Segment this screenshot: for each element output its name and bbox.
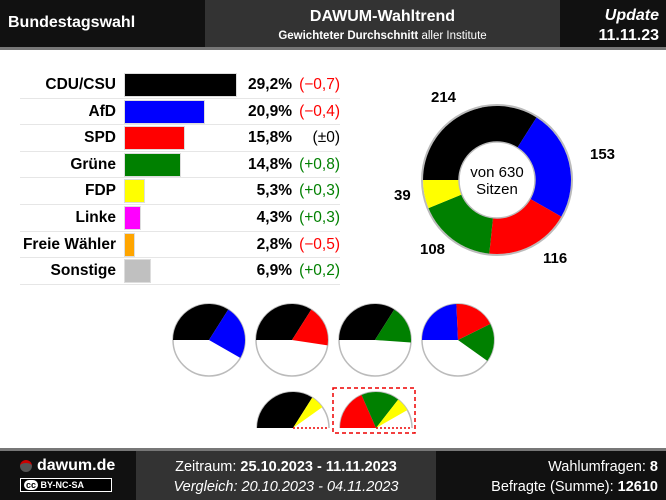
update-date: 11.11.23 (598, 27, 659, 44)
coalition-highlight-box (332, 387, 416, 434)
cc-icon: cc (24, 480, 39, 490)
bar (124, 152, 182, 177)
subtitle-rest: aller Institute (418, 30, 487, 42)
bar-row: Sonstige 6,9% (+0,2) (20, 258, 340, 285)
coalition-slice (422, 304, 458, 340)
dawum-logo[interactable]: dawum.de (20, 457, 120, 475)
footer-stats: Wahlumfragen: 8 Befragte (Summe): 12610 (491, 457, 658, 497)
party-label: Linke (75, 209, 116, 226)
bar-row: SPD 15,8% (±0) (20, 125, 340, 152)
bar-row: Freie Wähler 2,8% (−0,5) (20, 232, 340, 259)
value-label: 15,8% (248, 129, 292, 147)
polls-count: 8 (649, 459, 658, 475)
site-link[interactable]: dawum.de (37, 457, 116, 474)
party-label: Sonstige (50, 262, 116, 280)
seat-unit: Sitzen (476, 181, 518, 198)
license-badge[interactable]: cc BY-NC-SA (20, 478, 112, 492)
coalition-slice (293, 397, 323, 428)
seat-label-spd: 116 (543, 250, 568, 267)
header-center: DAWUM-Wahltrend Gewichteter Durchschnitt… (205, 0, 560, 47)
bar-row: FDP 5,3% (+0,3) (20, 178, 340, 205)
change-label: (+0,3) (299, 209, 340, 226)
seat-donut-hole (458, 141, 536, 219)
respondents-count: 12610 (617, 479, 658, 495)
header: Bundestagswahl DAWUM-Wahltrend Gewichtet… (0, 0, 666, 50)
subtitle: Gewichteter Durchschnitt aller Institute (205, 30, 560, 42)
compare-period: Vergleich: 20.10.2023 - 04.11.2023 (173, 479, 399, 495)
bar-row: AfD 20,9% (−0,4) (20, 99, 340, 126)
bar (124, 126, 186, 151)
subtitle-bold: Gewichteter Durchschnitt (278, 30, 419, 42)
update-label: Update (604, 7, 659, 24)
coalition-slice (456, 304, 491, 340)
value-label: 14,8% (248, 155, 292, 173)
bar (124, 73, 237, 97)
bar-row: Grüne 14,8% (+0,8) (20, 152, 340, 179)
bar (124, 179, 145, 204)
party-label: Grüne (70, 155, 116, 173)
change-label: (+0,2) (299, 262, 340, 280)
value-label: 6,9% (256, 262, 292, 280)
seat-label-fdp: 39 (394, 187, 411, 204)
party-label: SPD (84, 129, 116, 147)
party-label: CDU/CSU (45, 76, 116, 93)
seat-label-gruene: 108 (420, 241, 446, 258)
footer: dawum.de cc BY-NC-SA Zeitraum: 25.10.202… (0, 448, 666, 500)
change-label: (+0,8) (299, 155, 340, 173)
value-label: 20,9% (248, 102, 292, 120)
change-label: (−0,5) (299, 235, 340, 253)
logo-icon (20, 460, 32, 472)
coalition-slice (339, 304, 395, 340)
footer-brand: dawum.de cc BY-NC-SA (20, 457, 120, 493)
party-label: AfD (88, 102, 116, 120)
seat-label-cdu: 214 (431, 89, 457, 106)
coalition-slice (256, 304, 312, 340)
seat-label-afd: 153 (590, 146, 616, 163)
seat-slice (497, 117, 571, 217)
change-label: (±0) (312, 129, 340, 147)
party-label: FDP (85, 182, 116, 200)
value-label: 29,2% (248, 76, 292, 93)
update-info: Update 11.11.23 (598, 6, 659, 46)
change-label: (−0,4) (299, 102, 340, 120)
bar (124, 99, 205, 124)
coalition-slice (458, 324, 494, 361)
coalition-slice (376, 399, 408, 428)
bar (124, 259, 151, 284)
period-label: Zeitraum: (175, 459, 241, 475)
change-label: (+0,3) (299, 182, 340, 200)
polls-label: Wahlumfragen: (548, 459, 650, 475)
coalition-slice (361, 392, 399, 428)
license-text: BY-NC-SA (40, 480, 85, 490)
party-label: Freie Wähler (22, 235, 116, 253)
coalition-slice (257, 392, 313, 428)
coalition-slice (173, 304, 229, 340)
seat-total: von 630 (470, 164, 524, 181)
election-title: Bundestagswahl (8, 14, 136, 31)
coalition-slice (209, 309, 245, 358)
change-label: (−0,7) (299, 76, 340, 93)
value-label: 2,8% (256, 235, 292, 253)
bar (124, 232, 135, 257)
respondents-label: Befragte (Summe): (491, 479, 618, 495)
seat-center-label: von 630 Sitzen (460, 164, 534, 198)
coalition-slice (292, 309, 328, 346)
page-title: DAWUM-Wahltrend (309, 8, 456, 25)
value-label: 4,3% (256, 209, 292, 226)
coalition-slice (340, 395, 376, 428)
bar-row: Linke 4,3% (+0,3) (20, 205, 340, 232)
bar-row: CDU/CSU 29,2% (−0,7) (20, 72, 340, 99)
period-value: 25.10.2023 - 11.11.2023 (240, 459, 397, 475)
bar (124, 206, 141, 230)
coalition-slice (375, 309, 411, 343)
value-label: 5,3% (256, 182, 292, 200)
footer-period: Zeitraum: 25.10.2023 - 11.11.2023 Vergle… (136, 451, 436, 500)
